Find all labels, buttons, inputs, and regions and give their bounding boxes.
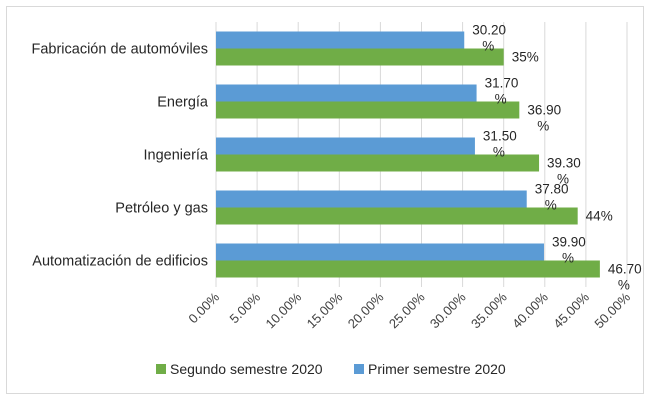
gridlines (215, 22, 628, 287)
data-label: % (537, 119, 549, 134)
legend-label: Segundo semestre 2020 (170, 361, 323, 377)
data-label: 31.70 (485, 76, 519, 91)
bar (216, 48, 504, 66)
bar (216, 101, 520, 119)
data-label: % (557, 172, 569, 187)
data-label: 46.70 (608, 262, 642, 277)
bar (216, 154, 540, 172)
bar (216, 243, 544, 261)
x-tick-labels: 0.00% 5.00% 10.00% 15.00% 20.00% 25.00% 30.00%… (185, 289, 633, 331)
data-label: % (618, 278, 630, 293)
data-label: % (482, 39, 494, 54)
x-tick-label: 5.00% (227, 289, 264, 326)
data-labels: 30.20%35%31.70%36.90%31.50%39.30%37.80%4… (472, 23, 641, 293)
x-tick-label: 30.00% (427, 289, 469, 331)
category-label: Automatización de edificios (32, 254, 208, 270)
data-label: 36.90 (527, 103, 561, 118)
category-labels: Fabricación de automóviles Energía Ingenie… (31, 42, 208, 270)
data-label: 39.30 (547, 156, 581, 171)
bar (216, 31, 465, 49)
data-label: % (562, 251, 574, 266)
bar (216, 207, 578, 225)
legend-swatch (156, 364, 166, 374)
bar (216, 190, 527, 208)
bar (216, 260, 600, 278)
bar (216, 84, 477, 102)
x-tick-label: 10.00% (263, 289, 305, 331)
data-label: % (493, 145, 505, 160)
data-label: 44% (586, 209, 613, 224)
x-tick-label: 25.00% (386, 289, 428, 331)
category-label: Ingeniería (144, 148, 209, 164)
bars (216, 31, 600, 278)
data-label: % (545, 198, 557, 213)
category-label: Fabricación de automóviles (31, 42, 208, 58)
legend-label: Primer semestre 2020 (368, 361, 506, 377)
data-label: % (495, 92, 507, 107)
data-label: 30.20 (472, 23, 506, 38)
x-tick-label: 0.00% (185, 289, 222, 326)
data-label: 37.80 (535, 182, 569, 197)
category-label: Energía (157, 95, 209, 111)
x-tick-label: 20.00% (345, 289, 387, 331)
x-tick-label: 35.00% (468, 289, 510, 331)
x-tick-label: 45.00% (550, 289, 592, 331)
x-tick-label: 40.00% (509, 289, 551, 331)
legend-swatch (354, 364, 364, 374)
category-label: Petróleo y gas (115, 201, 208, 217)
data-label: 35% (512, 50, 539, 65)
bar (216, 137, 475, 155)
legend: Segundo semestre 2020 Primer semestre 202… (156, 361, 506, 377)
x-tick-label: 50.00% (591, 289, 633, 331)
data-label: 39.90 (552, 235, 586, 250)
data-label: 31.50 (483, 129, 517, 144)
x-tick-label: 15.00% (304, 289, 346, 331)
